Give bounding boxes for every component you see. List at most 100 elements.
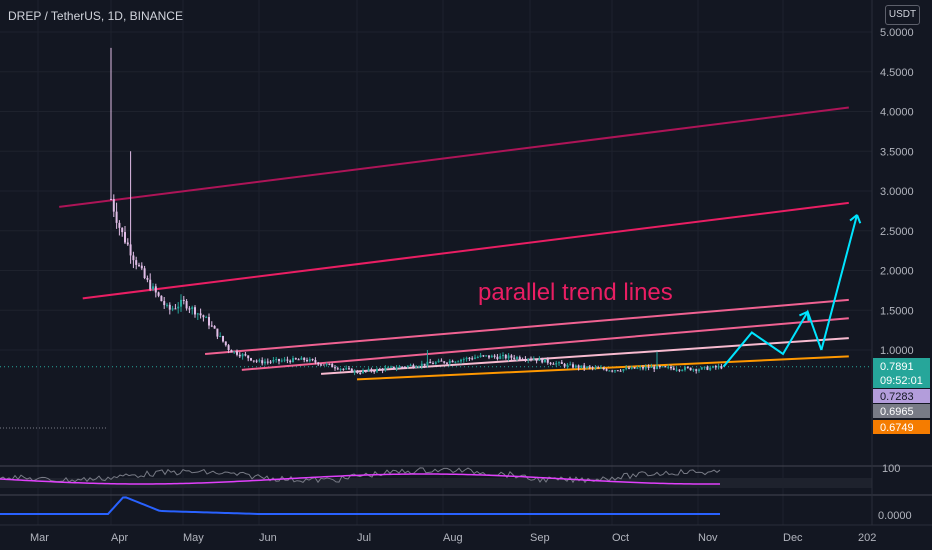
rsi-band — [0, 478, 872, 488]
candle-body — [647, 366, 650, 369]
candle-body — [227, 345, 230, 351]
arrow-head — [799, 310, 809, 317]
candle-body — [633, 367, 636, 369]
candle-body — [244, 354, 247, 356]
candle-body — [381, 369, 384, 371]
time-tick: Oct — [612, 532, 629, 544]
arrow-head — [806, 311, 810, 321]
candle-body — [398, 366, 401, 368]
candle-body — [308, 359, 311, 362]
candle-body — [672, 368, 675, 370]
candle-body — [266, 361, 269, 363]
candle-body — [166, 304, 168, 306]
candle-body — [292, 358, 294, 363]
candle-body — [538, 358, 541, 361]
arrow-head — [856, 214, 862, 224]
candle-body — [443, 361, 446, 363]
candle-body — [611, 370, 614, 372]
candle-body — [703, 366, 706, 368]
candle-body — [154, 286, 157, 293]
time-tick: May — [183, 532, 204, 544]
price-axis[interactable]: 5.0000 4.5000 4.0000 3.5000 3.0000 2.5000 2.00… — [871, 0, 930, 525]
candle-body — [224, 341, 227, 346]
price-tick: 4.0000 — [880, 107, 914, 119]
candle-body — [560, 362, 563, 364]
candle-body — [339, 368, 342, 370]
candle-body — [210, 325, 213, 327]
candle-body — [241, 354, 244, 357]
candle-body — [580, 365, 583, 368]
candle-body — [306, 360, 308, 362]
candle-body — [392, 366, 395, 369]
candle-body — [569, 364, 572, 366]
candle-body — [714, 366, 717, 368]
candle-body — [294, 358, 297, 360]
candle-body — [286, 359, 289, 361]
candle-body — [476, 357, 479, 359]
currency-button[interactable]: USDT — [885, 5, 920, 25]
candle-body — [163, 301, 166, 306]
candle-body — [513, 357, 516, 359]
candle-body — [574, 365, 577, 368]
candle-body — [686, 367, 689, 369]
candle-body — [712, 366, 714, 368]
candle-body — [261, 360, 264, 364]
candle-body — [168, 304, 171, 310]
price-label-text: 0.7891 — [880, 361, 914, 373]
candle-body — [625, 367, 628, 370]
candle-body — [532, 359, 535, 361]
candle-body — [709, 367, 712, 370]
candle-body — [160, 295, 163, 302]
candle-body — [591, 367, 594, 369]
candle-body — [563, 363, 566, 367]
candle-body — [252, 360, 255, 362]
candle-body — [594, 367, 597, 369]
candle-body — [320, 364, 322, 366]
candle-body — [644, 366, 647, 369]
candle-body — [219, 336, 222, 338]
candle-body — [457, 361, 460, 363]
candle-body — [586, 366, 588, 369]
price-label-bg — [873, 389, 930, 403]
candle-body — [328, 363, 331, 365]
candle-body — [692, 369, 695, 371]
price-tick: 1.5000 — [880, 305, 914, 317]
price-tick: 1.0000 — [880, 345, 914, 357]
candle-body — [572, 364, 574, 368]
candle-body — [700, 367, 703, 370]
candle-body — [157, 292, 160, 296]
price-tick: 2.0000 — [880, 266, 914, 278]
price-label-text: 0.6749 — [880, 422, 914, 434]
candle-body — [121, 227, 124, 233]
candle-body — [546, 359, 549, 363]
time-tick: Jul — [357, 532, 371, 544]
price-tick: 2.5000 — [880, 226, 914, 238]
candle-body — [479, 355, 482, 358]
time-axis[interactable]: Mar Apr May Jun Jul Aug Sep Oct Nov Dec 202 — [0, 524, 932, 544]
candle-body — [720, 366, 723, 369]
trend-lines[interactable] — [59, 106, 849, 381]
candle-body — [465, 357, 468, 360]
candle-body — [280, 360, 283, 362]
time-tick: Mar — [30, 532, 49, 544]
candle-body — [275, 359, 278, 361]
candle-body — [555, 363, 558, 365]
time-tick: Apr — [111, 532, 128, 544]
time-tick: Aug — [443, 532, 463, 544]
candle-body — [434, 362, 437, 364]
candle-body — [191, 307, 194, 310]
candle-body — [437, 360, 440, 363]
price-label-text: 0.6965 — [880, 406, 914, 418]
candle-body — [272, 359, 275, 362]
candle-body — [670, 366, 672, 369]
candle-body — [544, 359, 546, 363]
candle-body — [588, 366, 591, 368]
price-label-bg — [873, 358, 930, 388]
candle-body — [418, 366, 420, 368]
candle-body — [675, 369, 678, 371]
candle-body — [146, 278, 149, 280]
candle-body — [504, 355, 507, 359]
candle-body — [656, 365, 658, 370]
time-tick: Dec — [783, 532, 803, 544]
